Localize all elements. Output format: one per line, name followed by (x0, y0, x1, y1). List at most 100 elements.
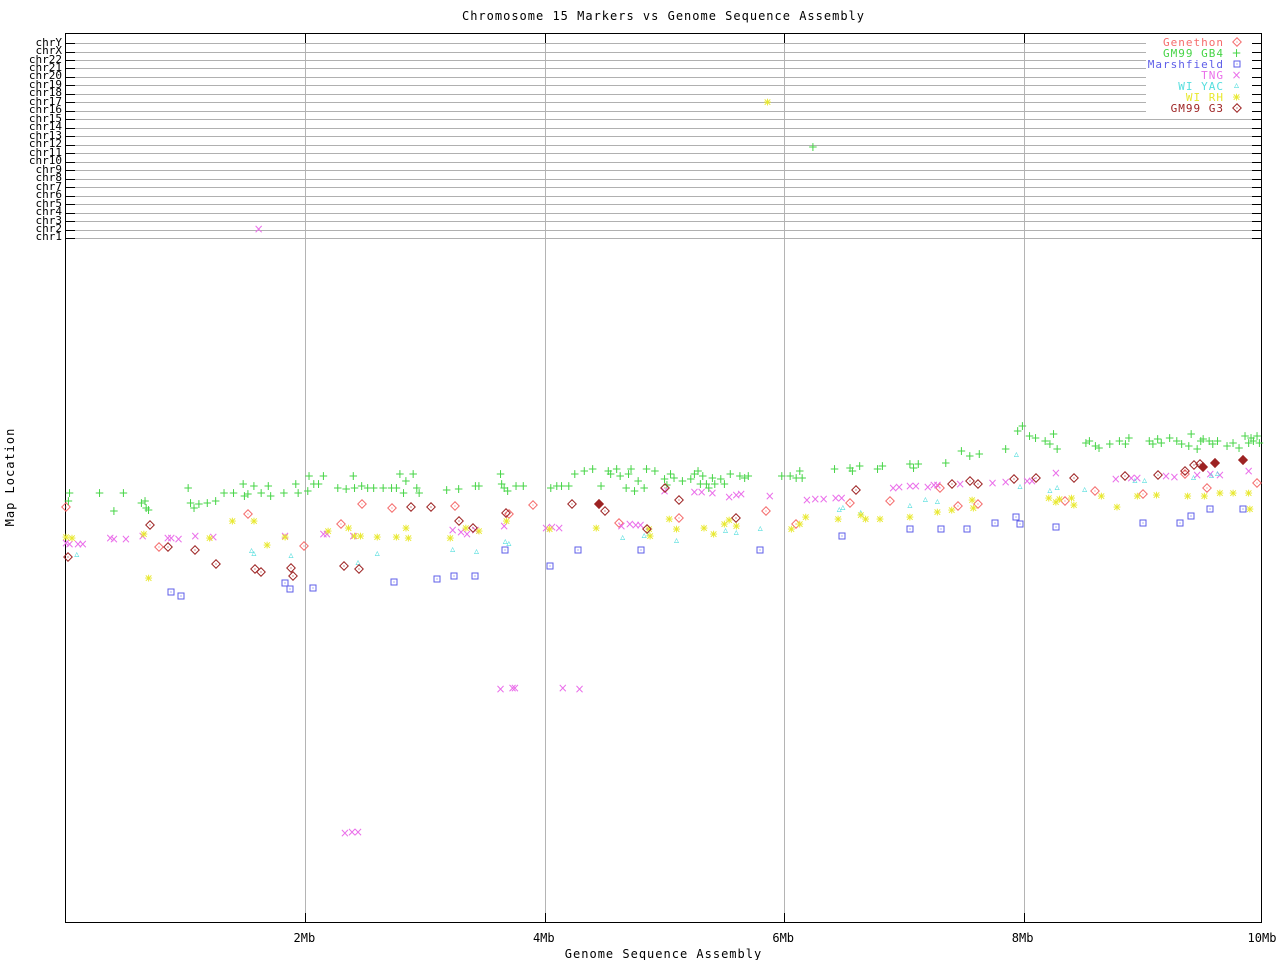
marker-wi_rh: + × (875, 512, 885, 526)
marker-gm99_g3 (63, 552, 74, 562)
marker-gm99_g3 (190, 545, 201, 555)
marker-tng: × (190, 529, 201, 543)
marker-tng: × (630, 518, 641, 532)
marker-gm99_g3 (973, 479, 984, 489)
marker-wi_yac: ▵ (1141, 475, 1147, 486)
marker-tng: × (509, 681, 520, 695)
marker-tng: × (894, 480, 905, 494)
marker-gm99_gb4: + (641, 462, 652, 476)
marker-wi_rh: + × (355, 529, 366, 543)
chromosome-line (66, 51, 1261, 53)
marker-marshfield (433, 575, 441, 583)
chromosome-line (66, 127, 1261, 129)
marker-marshfield (963, 525, 971, 533)
marker-wi_rh: + × (544, 522, 555, 536)
marker-gm99_gb4: + (238, 477, 249, 491)
y-tick-mark (66, 136, 75, 138)
marker-gm99_gb4: + (709, 477, 720, 491)
marker-marshfield (1239, 505, 1247, 513)
marker-gm99_gb4: + (1044, 437, 1055, 451)
marker-gm99_gb4: + (210, 494, 221, 508)
y-tick-mark (66, 127, 75, 129)
legend-marker: × (1224, 69, 1250, 81)
marker-wi_yac: ▵ (502, 536, 508, 547)
marker-gm99_gb4: + (877, 459, 888, 473)
y-tick-mark (1252, 161, 1261, 163)
marker-wi_rh: + × (349, 529, 360, 543)
marker-gm99_gb4: + (239, 489, 250, 503)
marker-gm99_gb4: + (829, 462, 840, 476)
marker-tng: × (624, 517, 635, 531)
marker-wi_rh: + × (474, 524, 484, 538)
x-gridline (784, 34, 786, 922)
marker-wi_yac: ▵ (840, 502, 846, 513)
marker-gm99_gb4: + (703, 481, 714, 495)
x-gridline (1023, 34, 1025, 922)
marker-gm99_gb4: + (1171, 434, 1182, 448)
marker-gm99_gb4: + (1152, 432, 1163, 446)
marker-wi_yac: ▵ (934, 496, 940, 507)
marker-gm99_gb4: + (1207, 437, 1218, 451)
y-tick-mark (66, 170, 75, 172)
marker-tng: × (1022, 474, 1033, 488)
marker-gm99_gb4: + (502, 484, 513, 498)
y-tick-mark (66, 195, 75, 197)
y-tick-mark (1252, 144, 1261, 146)
y-axis-label: Map Location (3, 427, 17, 527)
marker-gm99_gb4: + (904, 457, 915, 471)
marker-wi_rh: + × (1051, 495, 1061, 509)
marker-genethon (386, 503, 397, 513)
marker-tng: × (173, 532, 184, 546)
marker-gm99_gb4: + (1212, 434, 1223, 448)
marker-gm99_g3 (338, 561, 349, 571)
marker-wi_rh: + × (1151, 488, 1162, 502)
y-tick-mark (1252, 43, 1261, 44)
marker-tng: × (108, 532, 119, 546)
marker-gm99_gb4: + (1198, 432, 1209, 446)
x-tick-mark (784, 34, 786, 43)
marker-tng: × (347, 825, 358, 839)
chromosome-line (66, 161, 1261, 163)
marker-tng: × (910, 479, 921, 493)
marker-gm99_g3 (1068, 473, 1079, 483)
marker-tng: × (166, 531, 177, 545)
marker-wi_rh: + × (61, 530, 71, 544)
y-tick-mark (66, 161, 75, 163)
marker-genethon (673, 513, 684, 523)
marker-gm99_g3 (599, 506, 610, 516)
chr-tick-label: chr18 (28, 86, 62, 100)
marker-gm99_gb4: + (441, 483, 452, 497)
marker-marshfield (390, 578, 398, 586)
marker-wi_yac: ▵ (1047, 485, 1053, 496)
y-tick-mark (66, 93, 75, 95)
marker-tng: × (1026, 474, 1037, 488)
marker-wi_yac: ▵ (1214, 468, 1221, 479)
marker-gm99_gb4: + (621, 481, 632, 495)
marker-wi_rh: + × (1044, 491, 1054, 505)
marker-gm99_gb4: + (386, 481, 397, 495)
marker-gm99_g3 (426, 502, 437, 512)
marker-gm99_gb4: + (964, 449, 975, 463)
y-tick-mark (1252, 93, 1261, 95)
marker-wi_rh: + × (860, 512, 871, 526)
marker-tng: × (1050, 466, 1061, 480)
marker-gm99_gb4: + (265, 489, 276, 503)
y-tick-mark (66, 76, 75, 78)
y-tick-mark (66, 187, 75, 189)
marker-wi_rh: + × (401, 521, 411, 535)
y-tick-mark (1252, 68, 1261, 70)
marker-gm99_gb4: + (518, 479, 529, 493)
legend-label: WI YAC (1178, 80, 1224, 93)
y-tick-mark (1252, 170, 1261, 172)
marker-wi_yac: ▵ (1017, 481, 1023, 492)
marker-tng: × (696, 485, 707, 499)
marker-marshfield (309, 584, 317, 592)
marker-gm99_g3 (210, 559, 221, 569)
marker-tng: × (836, 491, 847, 505)
marker-wi_rh: + × (801, 510, 811, 524)
marker-gm99_gb4: + (701, 477, 712, 491)
marker-tng: × (64, 537, 75, 551)
marker-tng: × (495, 682, 506, 696)
marker-gm99_gb4: + (569, 467, 580, 481)
